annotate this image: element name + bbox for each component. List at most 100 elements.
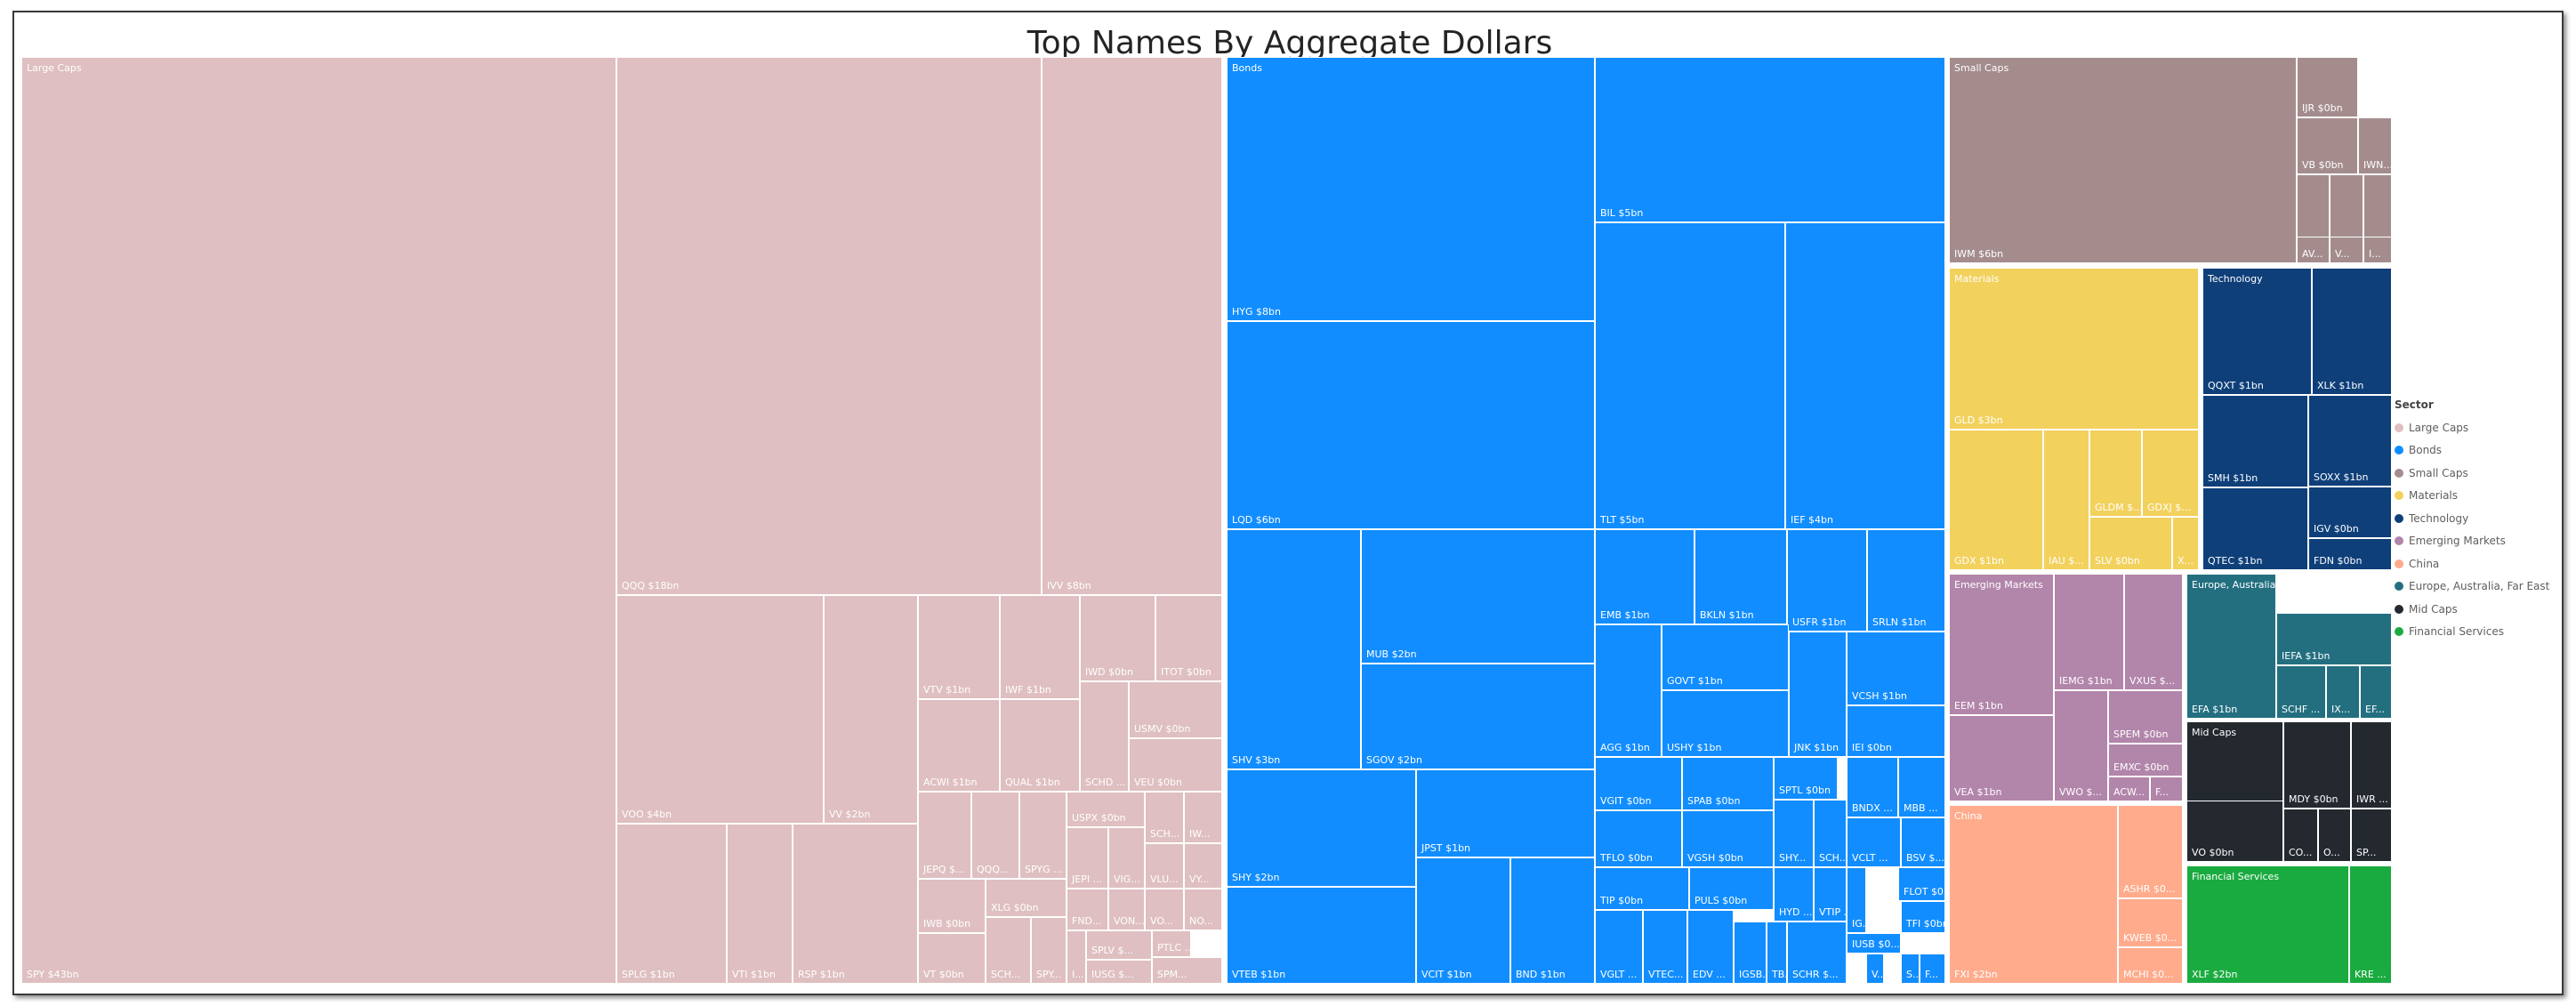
treemap-tile[interactable]: BKLN $1bn xyxy=(1695,529,1787,624)
treemap-tile[interactable]: CO... xyxy=(2283,809,2318,862)
treemap-tile[interactable]: MBB ... xyxy=(1898,757,1945,817)
treemap-tile[interactable]: EMXC $0bn xyxy=(2108,744,2183,777)
treemap-tile[interactable]: SPYG ... xyxy=(1019,792,1067,879)
treemap-tile[interactable]: SGOV $2bn xyxy=(1361,664,1595,769)
treemap-tile[interactable]: EFA $1bn xyxy=(2186,574,2276,719)
treemap-tile[interactable]: SCHD ... xyxy=(1080,681,1129,792)
treemap-tile[interactable]: VIG... xyxy=(1108,827,1145,889)
treemap-tile[interactable]: IEF $4bn xyxy=(1785,222,1945,529)
treemap-tile[interactable]: BIL $5bn xyxy=(1595,57,1945,222)
treemap-tile[interactable]: SPLV $... xyxy=(1086,930,1152,960)
treemap-tile[interactable]: SMH $1bn xyxy=(2202,395,2308,487)
treemap-tile[interactable]: IAU $... xyxy=(2043,430,2089,570)
treemap-tile[interactable]: VEA $1bn xyxy=(1949,715,2054,801)
treemap-tile[interactable]: SPY $43bn xyxy=(21,57,616,984)
treemap-tile[interactable]: VY... xyxy=(1184,843,1222,889)
treemap-tile[interactable]: MUB $2bn xyxy=(1361,529,1595,664)
treemap-tile[interactable]: USPX $0bn xyxy=(1067,792,1145,827)
treemap-tile[interactable]: NO... xyxy=(1184,889,1222,930)
treemap-tile[interactable]: SPAB $0bn xyxy=(1682,757,1774,810)
treemap-tile[interactable]: SLV $0bn xyxy=(2089,517,2172,570)
treemap-tile[interactable]: ACWI $1bn xyxy=(918,699,1000,792)
treemap-tile[interactable]: VWO $... xyxy=(2054,690,2108,801)
treemap-tile[interactable]: SOXX $1bn xyxy=(2308,395,2392,487)
treemap-tile[interactable]: FLOT $0... xyxy=(1898,867,1945,901)
treemap-tile[interactable]: GOVT $1bn xyxy=(1662,624,1789,690)
treemap-tile[interactable]: IG... xyxy=(1847,867,1866,933)
treemap-tile[interactable]: MDY $0bn xyxy=(2283,721,2351,809)
treemap-tile[interactable]: JEPQ $... xyxy=(918,792,971,879)
treemap-tile[interactable]: VB $0bn xyxy=(2297,117,2358,174)
treemap-tile[interactable]: FND... xyxy=(1067,889,1108,930)
treemap-tile[interactable]: PTLC ... xyxy=(1152,930,1191,957)
treemap-tile[interactable]: IEI $0bn xyxy=(1847,705,1945,757)
treemap-tile[interactable]: SCHF ... xyxy=(2276,665,2326,719)
treemap-tile[interactable]: VEU $0bn xyxy=(1129,738,1222,792)
treemap-tile[interactable]: IVV $8bn xyxy=(1042,57,1222,595)
treemap-tile[interactable]: VO $0bn xyxy=(2186,801,2283,862)
treemap-tile[interactable]: BSV $... xyxy=(1901,817,1945,867)
treemap-tile[interactable]: ASHR $0... xyxy=(2118,805,2183,898)
treemap-tile[interactable]: SHV $3bn xyxy=(1227,529,1361,769)
legend-item-financial-services[interactable]: Financial Services xyxy=(2395,621,2549,644)
treemap-tile[interactable]: IGV $0bn xyxy=(2308,487,2392,538)
treemap-tile[interactable]: IWD $0bn xyxy=(1080,595,1155,681)
treemap-tile[interactable]: IWN... xyxy=(2358,117,2392,174)
treemap-tile[interactable]: TIP $0bn xyxy=(1595,867,1689,910)
treemap-tile[interactable]: JPST $1bn xyxy=(1416,769,1595,857)
treemap-tile[interactable]: VGLT ... xyxy=(1595,910,1643,984)
treemap-tile[interactable]: I... xyxy=(2363,237,2392,263)
treemap-tile[interactable]: HYD ... xyxy=(1774,867,1814,921)
treemap-tile[interactable]: QUAL $1bn xyxy=(1000,699,1080,792)
treemap-tile[interactable]: VXUS $... xyxy=(2124,574,2183,690)
legend-item-emerging-markets[interactable]: Emerging Markets xyxy=(2395,530,2549,553)
treemap-tile[interactable]: GLDM $... xyxy=(2089,430,2142,517)
treemap-tile[interactable]: VLU... xyxy=(1145,843,1184,889)
treemap-tile[interactable]: TFLO $0bn xyxy=(1595,810,1682,867)
treemap-tile[interactable]: VO... xyxy=(1145,889,1184,930)
treemap-tile[interactable]: FXI $2bn xyxy=(1949,805,2118,984)
treemap-tile[interactable]: EDV ... xyxy=(1687,910,1734,984)
treemap-tile[interactable]: SP... xyxy=(2351,809,2392,862)
legend-item-technology[interactable]: Technology xyxy=(2395,507,2549,530)
treemap-tile[interactable]: BNDX ... xyxy=(1847,757,1898,817)
treemap-tile[interactable]: TFI $0bn xyxy=(1901,901,1945,933)
treemap-tile[interactable]: QQXT $1bn xyxy=(2202,268,2312,395)
treemap-tile[interactable]: TLT $5bn xyxy=(1595,222,1785,529)
treemap-tile[interactable]: SPM... xyxy=(1152,957,1222,984)
treemap-tile[interactable]: USHY $1bn xyxy=(1662,690,1789,757)
treemap-tile[interactable]: QTEC $1bn xyxy=(2202,487,2308,570)
treemap-tile[interactable]: IUSG $... xyxy=(1086,960,1152,984)
treemap-tile[interactable]: IEFA $1bn xyxy=(2276,613,2392,665)
treemap-tile[interactable]: MCHI $0... xyxy=(2118,947,2183,984)
treemap-tile[interactable]: GDXJ $... xyxy=(2142,430,2199,517)
treemap-tile[interactable]: QQQ... xyxy=(971,792,1019,879)
treemap-tile[interactable]: V... xyxy=(2330,237,2363,263)
treemap-tile[interactable]: X... xyxy=(2172,517,2199,570)
treemap-tile[interactable]: XLG $0bn xyxy=(986,879,1067,917)
treemap-tile[interactable]: V... xyxy=(1866,954,1884,984)
treemap-tile[interactable]: VCIT $1bn xyxy=(1416,857,1510,984)
treemap-tile[interactable]: XLF $2bn xyxy=(2186,865,2349,984)
treemap-tile[interactable]: ITOT $0bn xyxy=(1155,595,1222,681)
treemap-tile[interactable]: VGIT $0bn xyxy=(1595,757,1682,810)
treemap-tile[interactable]: HYG $8bn xyxy=(1227,57,1595,321)
treemap-tile[interactable]: SRLN $1bn xyxy=(1867,529,1945,632)
legend-item-bonds[interactable]: Bonds xyxy=(2395,439,2549,463)
treemap-tile[interactable]: IGSB... xyxy=(1734,921,1767,984)
treemap-tile[interactable]: RSP $1bn xyxy=(793,824,918,984)
treemap-tile[interactable]: JEPI ... xyxy=(1067,827,1108,889)
treemap-tile[interactable]: IEMG $1bn xyxy=(2054,574,2124,690)
treemap-tile[interactable]: TB... xyxy=(1767,921,1787,984)
treemap-tile[interactable]: F... xyxy=(1920,954,1945,984)
treemap-tile[interactable]: QQQ $18bn xyxy=(616,57,1042,595)
treemap-tile[interactable]: IWR ... xyxy=(2351,721,2392,809)
legend-item-china[interactable]: China xyxy=(2395,552,2549,575)
treemap-tile[interactable]: GLD $3bn xyxy=(1949,268,2199,430)
treemap-tile[interactable]: IW... xyxy=(1184,792,1222,843)
treemap-tile[interactable]: VOO $4bn xyxy=(616,595,824,824)
treemap-tile[interactable]: VTEC... xyxy=(1643,910,1687,984)
treemap-tile[interactable]: IWB $0bn xyxy=(918,879,986,933)
treemap-tile[interactable]: O... xyxy=(2318,809,2351,862)
treemap-tile[interactable]: AGG $1bn xyxy=(1595,624,1662,757)
